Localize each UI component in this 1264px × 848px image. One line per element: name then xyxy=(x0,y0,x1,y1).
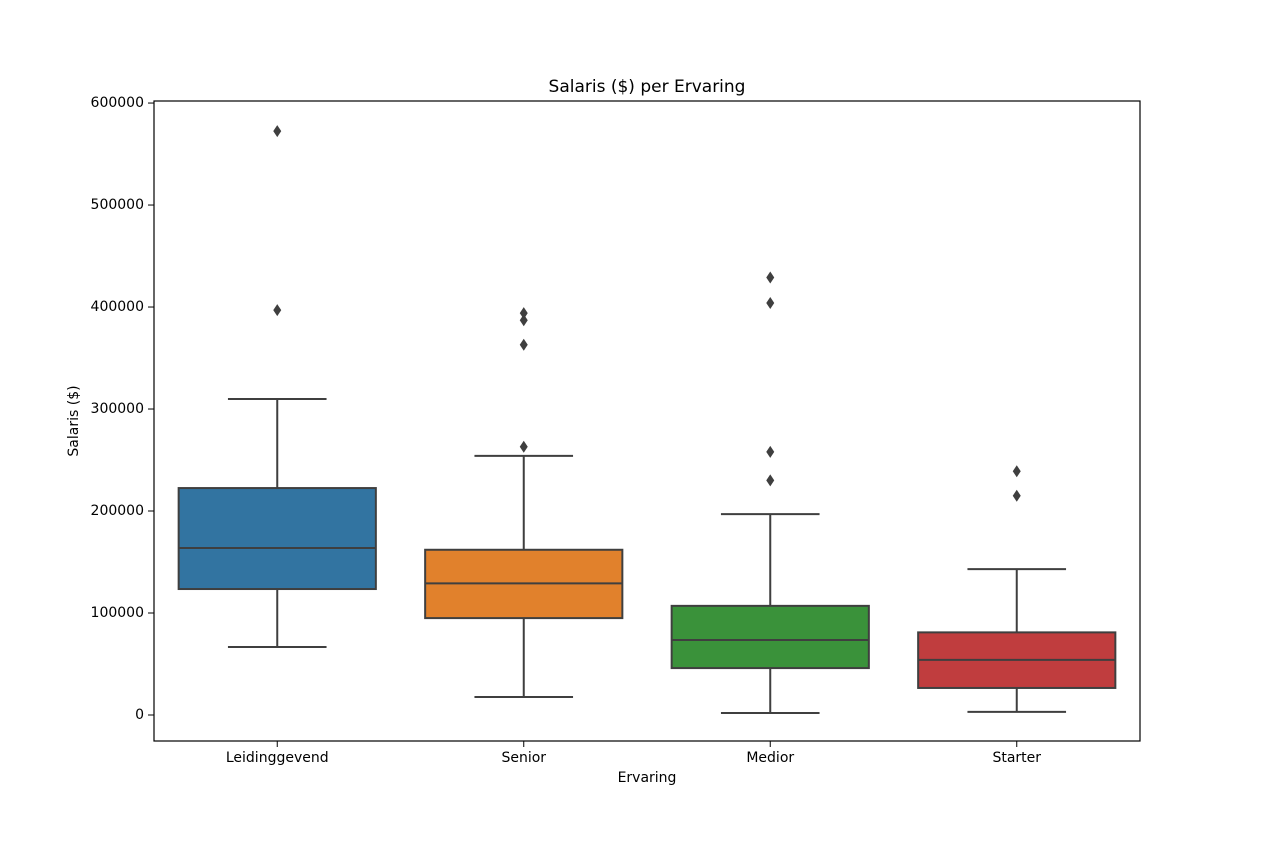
x-tick-label: Leidinggevend xyxy=(226,750,329,766)
flier xyxy=(766,474,775,487)
flier xyxy=(766,271,775,284)
y-axis-label: Salaris ($) xyxy=(66,385,82,456)
flier xyxy=(519,307,528,320)
flier xyxy=(273,125,282,138)
flier xyxy=(519,440,528,453)
x-axis-label: Ervaring xyxy=(618,770,677,786)
chart-title: Salaris ($) per Ervaring xyxy=(549,77,746,97)
flier xyxy=(766,296,775,309)
flier xyxy=(1012,489,1021,502)
y-tick-label: 100000 xyxy=(91,605,144,621)
y-tick-label: 0 xyxy=(135,707,144,723)
flier xyxy=(519,338,528,351)
x-tick-label: Senior xyxy=(501,750,546,766)
flier xyxy=(519,314,528,327)
flier xyxy=(1012,465,1021,478)
box xyxy=(177,487,377,591)
y-tick-label: 500000 xyxy=(91,197,144,213)
plot-frame xyxy=(153,100,1141,742)
box xyxy=(670,604,870,670)
x-tick-label: Medior xyxy=(746,750,794,766)
flier xyxy=(273,304,282,317)
y-tick-label: 300000 xyxy=(91,401,144,417)
x-tick-label: Starter xyxy=(992,750,1041,766)
y-tick-label: 200000 xyxy=(91,503,144,519)
y-tick-label: 400000 xyxy=(91,299,144,315)
flier xyxy=(766,445,775,458)
y-tick-label: 600000 xyxy=(91,95,144,111)
